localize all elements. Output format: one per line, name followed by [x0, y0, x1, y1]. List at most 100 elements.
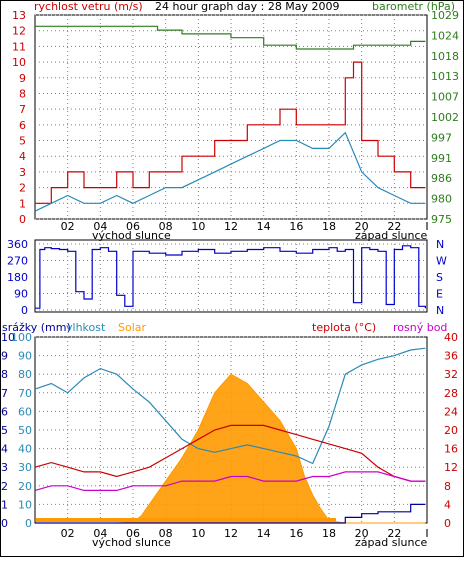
temp-tick-label: 8 — [444, 480, 451, 493]
time-tick-label: I — [425, 220, 428, 233]
rain-tick-label: 10 — [1, 331, 15, 344]
pressure-tick-label: 1024 — [431, 29, 459, 42]
time-tick-label: 08 — [159, 220, 173, 233]
temp-tick-label: 20 — [444, 424, 458, 437]
pressure-tick-label: 1029 — [431, 9, 459, 22]
solar-baseline — [36, 518, 336, 522]
temp-tick-label: 32 — [444, 368, 458, 381]
pressure-tick-label: 1018 — [431, 50, 459, 63]
rain-tick-label: 9 — [1, 350, 8, 363]
time-tick-label: I — [425, 527, 428, 540]
wind-series — [34, 25, 426, 212]
direction-line — [35, 245, 426, 309]
wind-tick-label: 12 — [12, 25, 26, 38]
rain-tick-label: 2 — [1, 480, 8, 493]
wind-tick-label: 7 — [19, 103, 26, 116]
time-tick-label: 14 — [257, 220, 271, 233]
pressure-tick-label: 1007 — [431, 91, 459, 104]
pressure-axis-label: barometr (hPa) — [372, 0, 455, 13]
time-tick-label: 16 — [289, 527, 303, 540]
sunset-label-top: západ slunce — [355, 229, 427, 242]
rain-tick-label: 0 — [1, 517, 8, 530]
wind-tick-label: 11 — [12, 40, 26, 53]
time-tick-label: 02 — [61, 220, 75, 233]
humidity-tick-label: 90 — [18, 350, 32, 363]
wind-tick-label: 1 — [19, 197, 26, 210]
humidity-tick-label: 40 — [18, 443, 32, 456]
temperature-line — [34, 424, 426, 482]
dew-point-line — [34, 471, 426, 491]
humidity-tick-label: 50 — [18, 424, 32, 437]
wind-tick-label: 10 — [12, 56, 26, 69]
time-tick-label: 14 — [257, 527, 271, 540]
wind-gust-line — [35, 61, 426, 204]
rain-tick-label: 1 — [1, 498, 8, 511]
wind-tick-label: 2 — [19, 182, 26, 195]
humidity-axis-label: vlhkost — [66, 321, 106, 334]
pressure-tick-label: 997 — [431, 131, 452, 144]
pressure-tick-label: 1002 — [431, 111, 459, 124]
humidity-tick-label: 10 — [18, 498, 32, 511]
rain-tick-label: 3 — [1, 461, 8, 474]
temp-tick-label: 4 — [444, 498, 451, 511]
temp-tick-label: 12 — [444, 461, 458, 474]
wind-tick-label: 4 — [19, 150, 26, 163]
time-tick-label: 20 — [355, 220, 369, 233]
dew-point-axis-label: rosný bod — [393, 321, 447, 334]
rain-tick-label: 4 — [1, 443, 8, 456]
compass-tick-label: S — [436, 271, 443, 284]
time-tick-label: 16 — [289, 220, 303, 233]
wind-tick-label: 0 — [19, 213, 26, 226]
wind-tick-label: 6 — [19, 119, 26, 132]
wind-ticks: 0123456789101112139759809869919971002100… — [12, 9, 459, 233]
compass-tick-label: N — [436, 304, 444, 317]
time-tick-label: 20 — [355, 527, 369, 540]
pressure-tick-label: 986 — [431, 172, 452, 185]
direction-tick-label: 0 — [21, 304, 28, 317]
sunrise-label-bottom: východ slunce — [92, 536, 171, 549]
time-tick-label: 10 — [191, 527, 205, 540]
time-tick-label: 04 — [93, 527, 107, 540]
humidity-line — [34, 347, 426, 465]
direction-series — [35, 245, 426, 309]
direction-tick-label: 90 — [14, 288, 28, 301]
time-tick-label: 12 — [224, 527, 238, 540]
rain-tick-label: 8 — [1, 368, 8, 381]
time-tick-label: 02 — [61, 527, 75, 540]
time-tick-label: 22 — [387, 220, 401, 233]
chart-title: 24 hour graph day : 28 May 2009 — [155, 0, 340, 13]
wind-avg-line — [34, 131, 426, 212]
time-tick-label: 06 — [126, 220, 140, 233]
temperature-axis-label: teplota (°C) — [312, 321, 376, 334]
temp-tick-label: 24 — [444, 405, 458, 418]
temp-tick-label: 40 — [444, 331, 458, 344]
rain-tick-label: 7 — [1, 387, 8, 400]
compass-tick-label: E — [436, 288, 443, 301]
wind-tick-label: 5 — [19, 135, 26, 148]
wind-tick-label: 9 — [19, 72, 26, 85]
time-tick-label: 18 — [322, 527, 336, 540]
direction-tick-label: 360 — [7, 238, 28, 251]
compass-tick-label: W — [436, 255, 447, 268]
temp-tick-label: 28 — [444, 387, 458, 400]
temp-tick-label: 0 — [444, 517, 451, 530]
time-tick-label: 06 — [126, 527, 140, 540]
temp-tick-label: 16 — [444, 443, 458, 456]
humidity-tick-label: 70 — [18, 387, 32, 400]
wind-axis-label: rychlost vetru (m/s) — [34, 0, 143, 13]
rain-axis-label: srážky (mm) — [2, 321, 71, 334]
temp-tick-label: 36 — [444, 350, 458, 363]
humidity-tick-label: 30 — [18, 461, 32, 474]
humidity-tick-label: 20 — [18, 480, 32, 493]
time-tick-label: 18 — [322, 220, 336, 233]
rain-tick-label: 5 — [1, 424, 8, 437]
sunset-label-bottom: západ slunce — [355, 536, 427, 549]
pressure-tick-label: 1013 — [431, 70, 459, 83]
sunrise-label-top: východ slunce — [92, 229, 171, 242]
wind-tick-label: 13 — [12, 9, 26, 22]
time-tick-label: 10 — [191, 220, 205, 233]
time-tick-label: 08 — [159, 527, 173, 540]
